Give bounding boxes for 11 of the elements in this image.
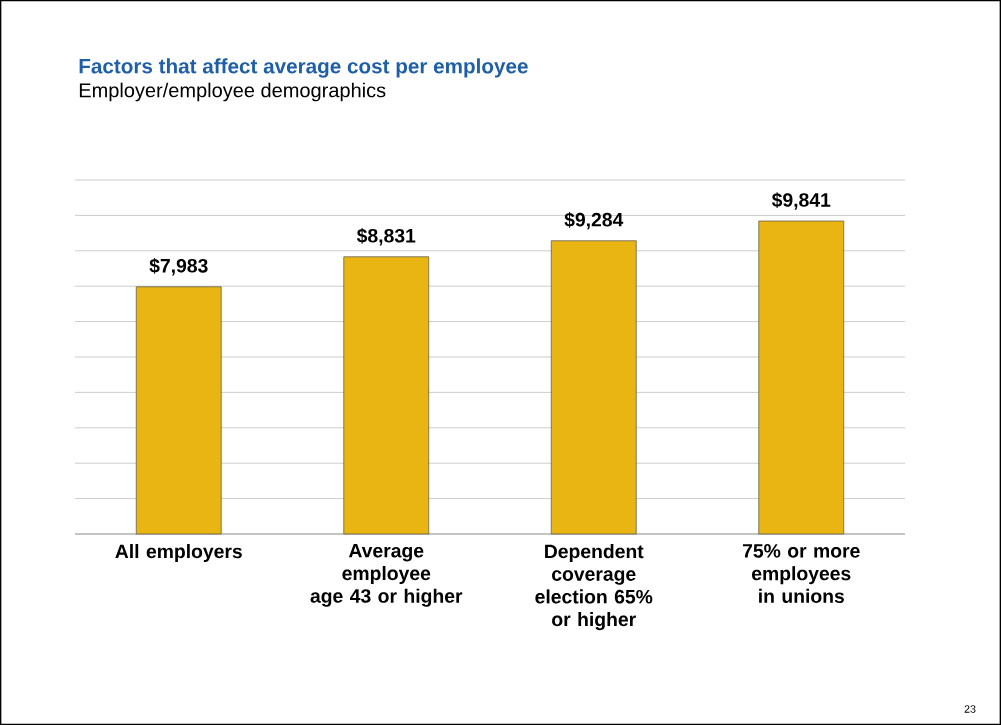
data-label: $9,284 (564, 212, 624, 230)
data-label: $8,831 (356, 228, 416, 246)
chart-subtitle: Employer/employee demographics (79, 82, 386, 102)
x-tick-label: All employers (115, 544, 242, 563)
data-label: $9,841 (771, 192, 831, 210)
data-label: $7,983 (149, 258, 208, 276)
x-tick-label: 75% or more employees in unions (742, 544, 860, 603)
x-tick-label: Average employee age 43 or higher (310, 544, 463, 607)
text: 23 (964, 705, 976, 713)
x-tick-label: Dependent coverage election 65% or higher (535, 544, 653, 631)
chart-title: Factors that affect average cost per employee (79, 58, 528, 78)
